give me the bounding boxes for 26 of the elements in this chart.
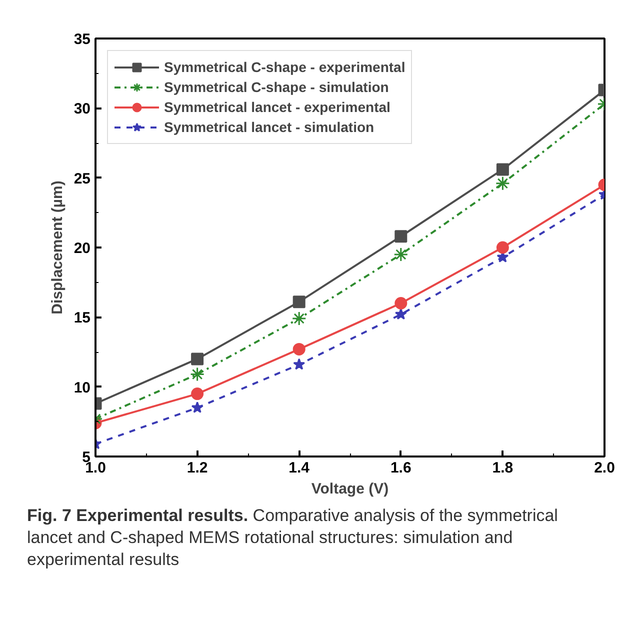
point xyxy=(292,311,306,326)
point xyxy=(394,247,408,262)
x-tick-label: 1.2 xyxy=(186,460,208,476)
y-tick-label: 35 xyxy=(74,31,91,48)
point xyxy=(292,342,306,356)
y-tick-label: 15 xyxy=(74,310,91,327)
y-tick-label: 20 xyxy=(74,240,91,257)
point xyxy=(394,296,408,310)
point xyxy=(292,296,306,308)
legend-label: Symmetrical C-shape - simulation xyxy=(164,78,389,97)
y-tick-label: 30 xyxy=(74,100,91,118)
x-tick-label: 1.8 xyxy=(492,460,514,476)
legend-label: Symmetrical lancet - experimental xyxy=(164,98,390,117)
point xyxy=(394,230,408,243)
legend-label: Symmetrical C-shape - experimental xyxy=(164,58,406,77)
caption: Fig. 7 Experimental results. xyxy=(27,506,248,525)
y-tick-label: 10 xyxy=(74,379,91,396)
y-tick-label: 25 xyxy=(74,170,91,188)
point xyxy=(394,308,407,320)
x-tick-label: 1.4 xyxy=(288,460,310,476)
x-tick-label: 2.0 xyxy=(594,460,615,476)
point xyxy=(293,358,306,370)
legend-label: Symmetrical lancet - simulation xyxy=(164,118,374,137)
x-tick-label: 1.6 xyxy=(390,460,412,476)
x-axis-title: Voltage (V) xyxy=(311,480,389,498)
y-axis-title: Displacement (µm) xyxy=(48,180,66,314)
